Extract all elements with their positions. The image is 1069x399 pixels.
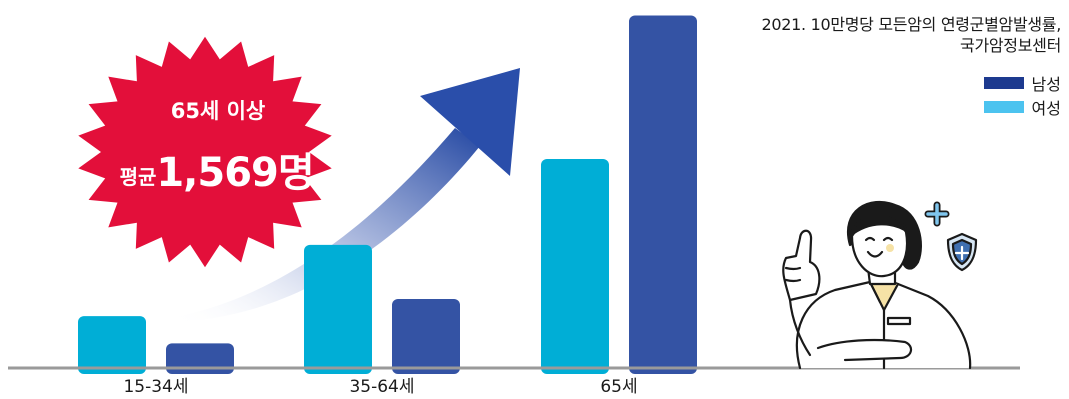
bar-male-2 [392, 298, 460, 374]
bars-layer [78, 15, 697, 375]
bar-female-3 [541, 158, 609, 374]
legend-swatch-male [983, 77, 1024, 89]
bar-male-3 [629, 15, 697, 375]
legend-swatch-female [983, 101, 1024, 113]
category-label-3: 65세 [600, 377, 637, 397]
legend-item-female: 여성 [983, 95, 1061, 119]
legend-label-male: 남성 [1031, 75, 1061, 94]
category-label-1: 15-34세 [123, 377, 188, 397]
bar-male-1 [166, 343, 234, 374]
source-line-1: 2021. 10만명당 모든암의 연령군별암발생률, [761, 15, 1061, 34]
callout-line1: 65세 이상 [171, 99, 266, 123]
callout-prefix: 평균 [120, 165, 157, 189]
callout-value: 1,569명 [156, 150, 313, 196]
source-line-2: 국가암정보센터 [960, 36, 1061, 55]
legend: 남성 여성 [983, 71, 1061, 119]
category-labels: 15-34세 35-64세 65세 [123, 377, 637, 397]
legend-label-female: 여성 [1031, 99, 1061, 118]
doctor-illustration [782, 200, 978, 370]
bar-female-2 [304, 244, 372, 374]
category-label-2: 35-64세 [349, 377, 414, 397]
callout-starburst: 65세 이상 평균 1,569명 [78, 36, 332, 268]
source-note: 2021. 10만명당 모든암의 연령군별암발생률, 국가암정보센터 [761, 14, 1061, 56]
legend-item-male: 남성 [983, 71, 1061, 95]
bar-female-1 [78, 316, 146, 374]
trend-arrow [170, 68, 520, 322]
